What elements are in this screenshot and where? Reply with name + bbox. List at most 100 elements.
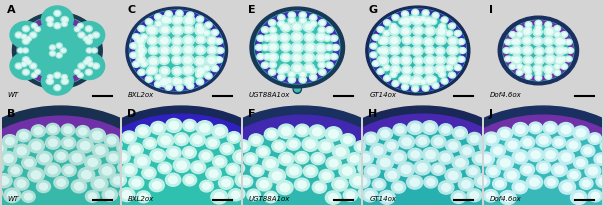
Circle shape <box>73 53 104 80</box>
Circle shape <box>450 74 454 77</box>
Circle shape <box>250 8 344 88</box>
Circle shape <box>546 151 555 159</box>
Circle shape <box>439 124 452 136</box>
Circle shape <box>193 136 202 144</box>
Circle shape <box>301 20 305 23</box>
Circle shape <box>79 34 83 38</box>
Circle shape <box>47 79 54 85</box>
Circle shape <box>505 57 512 62</box>
Circle shape <box>434 65 446 75</box>
Circle shape <box>372 179 386 190</box>
Circle shape <box>138 26 145 33</box>
Circle shape <box>503 48 510 54</box>
Circle shape <box>48 23 52 26</box>
Circle shape <box>307 45 313 51</box>
Circle shape <box>240 138 255 151</box>
Circle shape <box>259 56 263 59</box>
Circle shape <box>484 132 500 146</box>
Circle shape <box>208 57 215 63</box>
Circle shape <box>210 59 213 62</box>
Circle shape <box>22 36 26 39</box>
Circle shape <box>227 132 241 144</box>
Circle shape <box>92 50 96 53</box>
Circle shape <box>265 129 278 140</box>
Circle shape <box>92 64 100 70</box>
Circle shape <box>223 146 231 153</box>
Circle shape <box>460 41 463 44</box>
Circle shape <box>413 66 425 76</box>
Circle shape <box>208 39 215 45</box>
Circle shape <box>528 148 544 162</box>
Circle shape <box>217 48 224 54</box>
Circle shape <box>294 25 300 30</box>
Circle shape <box>186 177 194 184</box>
Circle shape <box>290 79 294 82</box>
Circle shape <box>516 32 523 38</box>
Circle shape <box>165 173 181 186</box>
Circle shape <box>379 50 382 53</box>
Circle shape <box>385 140 399 152</box>
Circle shape <box>279 17 283 20</box>
Circle shape <box>554 26 561 32</box>
Circle shape <box>111 174 126 187</box>
Circle shape <box>279 34 290 43</box>
Circle shape <box>211 49 215 53</box>
Circle shape <box>222 179 230 187</box>
Circle shape <box>458 40 465 46</box>
Circle shape <box>525 69 532 75</box>
Circle shape <box>139 128 147 135</box>
Circle shape <box>471 165 478 171</box>
Circle shape <box>448 172 458 180</box>
Circle shape <box>134 63 138 67</box>
Circle shape <box>260 180 269 188</box>
Circle shape <box>254 172 269 185</box>
Circle shape <box>239 176 248 184</box>
Circle shape <box>88 35 94 40</box>
Circle shape <box>357 144 365 151</box>
Circle shape <box>495 180 504 187</box>
Circle shape <box>501 187 511 195</box>
Circle shape <box>138 70 145 76</box>
Circle shape <box>21 35 27 40</box>
Circle shape <box>361 154 370 162</box>
Circle shape <box>414 39 420 44</box>
Circle shape <box>92 144 108 158</box>
Circle shape <box>271 29 275 33</box>
Circle shape <box>388 36 400 47</box>
Circle shape <box>26 61 31 66</box>
Circle shape <box>83 61 89 66</box>
Circle shape <box>449 48 456 54</box>
Circle shape <box>85 27 92 33</box>
Circle shape <box>435 36 446 46</box>
Circle shape <box>409 80 416 85</box>
Circle shape <box>270 45 277 50</box>
Circle shape <box>170 46 182 56</box>
Circle shape <box>104 135 119 147</box>
Circle shape <box>391 26 396 29</box>
Circle shape <box>367 150 380 161</box>
Circle shape <box>311 76 315 80</box>
Circle shape <box>278 15 285 22</box>
Circle shape <box>535 71 542 77</box>
Circle shape <box>257 36 264 42</box>
Text: WT: WT <box>8 91 19 97</box>
Circle shape <box>306 55 312 61</box>
Circle shape <box>31 34 35 38</box>
Circle shape <box>320 64 324 67</box>
Circle shape <box>391 39 398 44</box>
Circle shape <box>147 66 158 75</box>
Circle shape <box>268 131 275 138</box>
Circle shape <box>205 67 209 70</box>
Circle shape <box>506 58 510 61</box>
Circle shape <box>547 24 550 27</box>
Circle shape <box>505 139 520 152</box>
Circle shape <box>148 47 159 56</box>
Circle shape <box>259 37 263 41</box>
Circle shape <box>229 166 237 173</box>
Circle shape <box>404 68 410 73</box>
Circle shape <box>85 38 88 41</box>
Circle shape <box>413 88 417 91</box>
Circle shape <box>176 79 183 85</box>
Circle shape <box>446 31 452 37</box>
Circle shape <box>500 158 517 173</box>
